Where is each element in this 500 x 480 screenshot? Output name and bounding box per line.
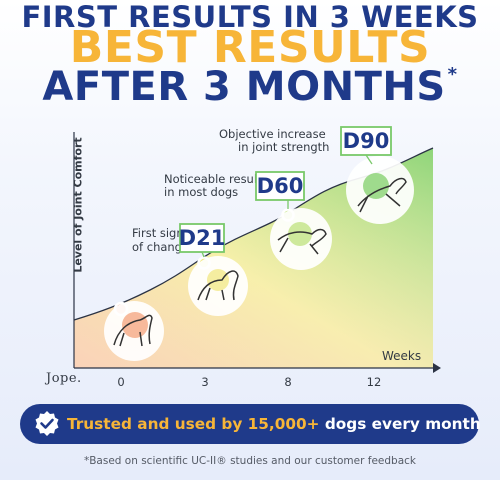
headline-line-3: AFTER 3 MONTHS * bbox=[42, 63, 458, 110]
banner-rest-text: dogs every month bbox=[324, 415, 481, 433]
dog-illustration-week-8 bbox=[270, 208, 332, 270]
tag-d21-label: D21 bbox=[179, 226, 226, 250]
tag-d60-label: D60 bbox=[257, 174, 304, 198]
x-tick-12: 12 bbox=[367, 375, 382, 389]
banner-highlight-text: Trusted and used by 15,000+ bbox=[67, 415, 320, 433]
tag-d90-label: D90 bbox=[343, 129, 390, 153]
asterisk-mark: * bbox=[447, 63, 458, 85]
caption-d21-line-2: of change bbox=[132, 240, 189, 254]
caption-d60-line-2: in most dogs bbox=[164, 185, 238, 199]
dog-illustration-week-3 bbox=[188, 256, 248, 316]
comfort-area-fade bbox=[74, 148, 433, 368]
headline-line-2: BEST RESULTS bbox=[69, 22, 431, 73]
brand-logo: Jope. bbox=[46, 371, 82, 386]
joint-comfort-chart: 0 3 8 12 First signs of bbox=[73, 126, 441, 389]
x-tick-0: 0 bbox=[117, 375, 124, 389]
x-axis-arrow bbox=[433, 363, 441, 373]
banner-text: Trusted and used by 15,000+ dogs every m… bbox=[67, 404, 481, 444]
x-axis-label: Weeks bbox=[382, 349, 422, 363]
tag-d60 bbox=[255, 171, 305, 201]
caption-d90-line-1: Objective increase bbox=[219, 127, 326, 141]
caption-d90-line-2: in joint strength bbox=[238, 140, 329, 154]
dog-illustration-week-0 bbox=[104, 301, 164, 361]
footnote: *Based on scientific UC-II® studies and … bbox=[83, 455, 417, 467]
check-badge-icon bbox=[35, 411, 59, 436]
leader-d90 bbox=[365, 154, 373, 165]
caption-d21-line-1: First signs bbox=[132, 226, 190, 240]
caption-d60-line-1: Noticeable results bbox=[164, 172, 268, 186]
x-tick-8: 8 bbox=[284, 375, 291, 389]
leader-d21 bbox=[201, 251, 205, 258]
dog-illustration-week-12 bbox=[346, 156, 414, 224]
headline-line-1: FIRST RESULTS IN 3 WEEKS bbox=[21, 0, 479, 34]
trust-banner: Trusted and used by 15,000+ dogs every m… bbox=[20, 404, 481, 444]
y-axis-label: Level of Joint Comfort bbox=[71, 137, 85, 273]
x-tick-3: 3 bbox=[201, 375, 208, 389]
